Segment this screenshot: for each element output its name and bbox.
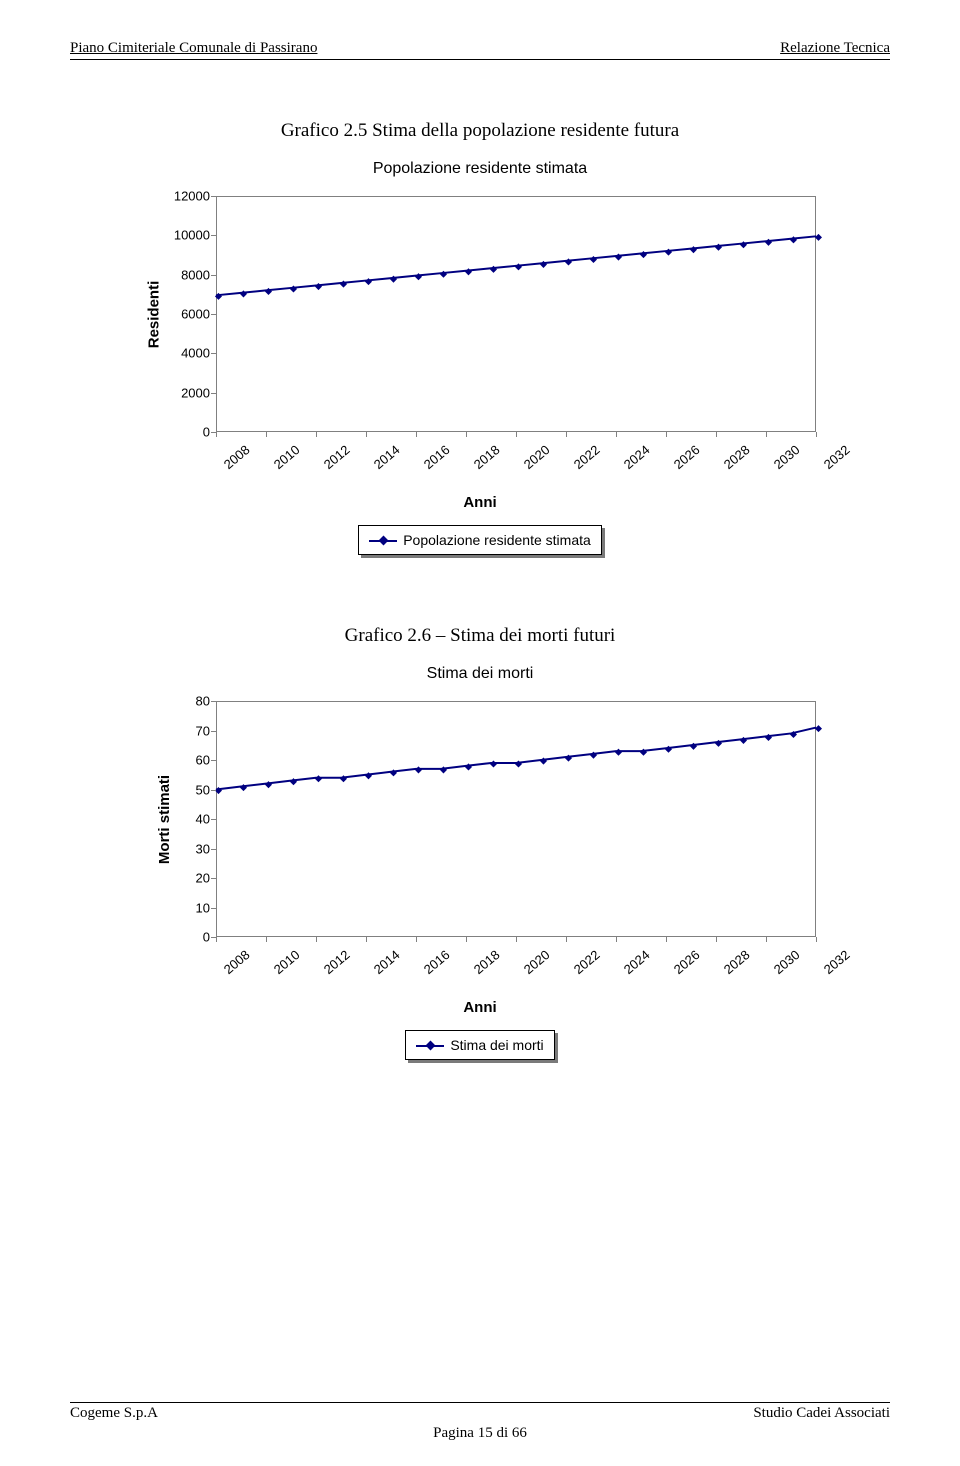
legend-marker-icon [369, 540, 397, 542]
page-number: Pagina 15 di 66 [0, 1425, 960, 1442]
ytick-label: 60 [162, 753, 210, 768]
chart1-legend: Popolazione residente stimata [358, 525, 602, 555]
header-rule [70, 59, 890, 60]
ytick-label: 70 [162, 723, 210, 738]
chart2-frame: Morti stimati 01020304050607080200820102… [130, 701, 830, 993]
chart2-legend: Stima dei morti [405, 1030, 554, 1060]
chart2-title: Grafico 2.6 – Stima dei morti futuri [70, 625, 890, 647]
ytick-label: 80 [162, 694, 210, 709]
ytick-label: 6000 [162, 307, 210, 322]
chart1-subtitle: Popolazione residente stimata [70, 160, 890, 178]
page-footer: Cogeme S.p.A Studio Cadei Associati [70, 1402, 890, 1422]
header-left: Piano Cimiteriale Comunale di Passirano [70, 40, 317, 57]
chart1-svg [130, 196, 836, 452]
footer-left: Cogeme S.p.A [70, 1405, 158, 1422]
ytick-label: 4000 [162, 346, 210, 361]
ytick-label: 30 [162, 841, 210, 856]
chart1-legend-wrap: Popolazione residente stimata [70, 525, 890, 555]
ytick-label: 8000 [162, 267, 210, 282]
ytick-label: 40 [162, 812, 210, 827]
chart1-legend-label: Popolazione residente stimata [403, 532, 591, 548]
ytick-label: 0 [162, 930, 210, 945]
ytick-label: 10 [162, 900, 210, 915]
chart2-subtitle: Stima dei morti [70, 665, 890, 683]
chart1-xlabel: Anni [70, 494, 890, 511]
chart1-frame: Residenti 020004000600080001000012000200… [130, 196, 830, 488]
ytick-label: 0 [162, 425, 210, 440]
footer-rule [70, 1402, 890, 1403]
chart1-title: Grafico 2.5 Stima della popolazione resi… [70, 120, 890, 142]
header-right: Relazione Tecnica [780, 40, 890, 57]
chart2-svg [130, 701, 836, 957]
footer-right: Studio Cadei Associati [753, 1405, 890, 1422]
ytick-label: 10000 [162, 228, 210, 243]
ytick-label: 50 [162, 782, 210, 797]
ytick-label: 20 [162, 871, 210, 886]
page-header: Piano Cimiteriale Comunale di Passirano … [70, 40, 890, 57]
ytick-label: 2000 [162, 385, 210, 400]
ytick-label: 12000 [162, 189, 210, 204]
chart2-xlabel: Anni [70, 999, 890, 1016]
chart2-legend-label: Stima dei morti [450, 1037, 543, 1053]
legend-marker-icon [416, 1045, 444, 1047]
chart2-legend-wrap: Stima dei morti [70, 1030, 890, 1060]
